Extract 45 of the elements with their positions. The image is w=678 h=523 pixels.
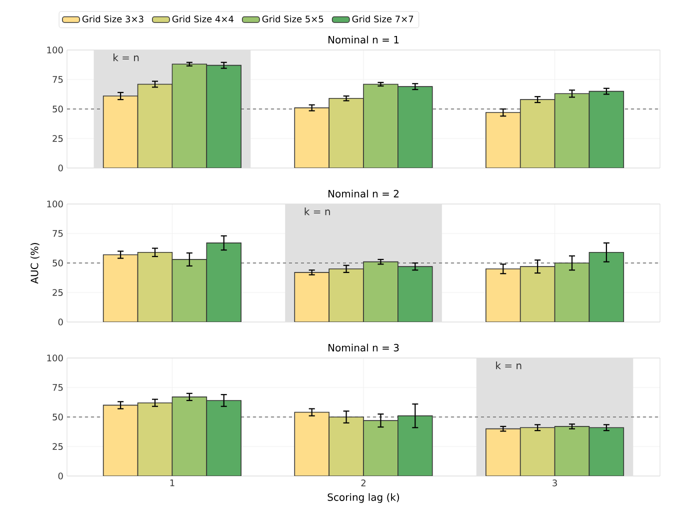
bar bbox=[328, 98, 364, 168]
bar bbox=[328, 416, 364, 476]
bar bbox=[206, 242, 242, 322]
bar bbox=[398, 266, 433, 322]
y-tick-label: 25 bbox=[52, 289, 63, 296]
bar bbox=[588, 90, 624, 168]
y-tick-label: 100 bbox=[47, 200, 63, 208]
bar bbox=[328, 268, 364, 322]
x-tick-label: 2 bbox=[361, 480, 366, 486]
bar bbox=[137, 84, 173, 168]
bar bbox=[588, 252, 624, 322]
bar bbox=[520, 266, 556, 322]
y-tick-label: 75 bbox=[52, 384, 63, 391]
y-tick-label: 0 bbox=[58, 318, 63, 326]
chart-title: Nominal n = 1 bbox=[328, 36, 399, 44]
chart-title: Nominal n = 3 bbox=[328, 344, 399, 352]
y-tick-label: 0 bbox=[58, 472, 63, 480]
bar bbox=[137, 402, 173, 476]
bar bbox=[206, 64, 242, 168]
legend-label: Grid Size 4×4 bbox=[172, 15, 234, 22]
band-label: k = n bbox=[496, 362, 522, 370]
x-tick-label: 3 bbox=[552, 480, 557, 486]
x-axis-title: Scoring lag (k) bbox=[328, 493, 400, 503]
y-tick-label: 100 bbox=[47, 354, 63, 362]
bar bbox=[398, 86, 433, 168]
band-label: k = n bbox=[304, 208, 330, 216]
y-axis-title: AUC (%) bbox=[30, 243, 40, 284]
legend-label: Grid Size 7×7 bbox=[352, 15, 414, 22]
y-tick-label: 25 bbox=[52, 135, 63, 142]
y-tick-label: 75 bbox=[52, 230, 63, 237]
x-tick-label: 1 bbox=[170, 480, 174, 486]
bar bbox=[520, 427, 556, 476]
y-tick-label: 50 bbox=[52, 106, 63, 112]
y-tick-label: 0 bbox=[58, 164, 63, 172]
legend-label: Grid Size 5×5 bbox=[262, 15, 324, 22]
y-tick-label: 25 bbox=[52, 443, 63, 450]
bar bbox=[520, 99, 556, 168]
y-tick-label: 50 bbox=[52, 260, 63, 266]
y-tick-label: 50 bbox=[52, 414, 63, 420]
bar bbox=[137, 252, 173, 322]
chart-title: Nominal n = 2 bbox=[328, 190, 398, 198]
band-label: k = n bbox=[114, 54, 139, 62]
legend-label: Grid Size 3×3 bbox=[82, 15, 144, 22]
y-tick-label: 100 bbox=[47, 46, 63, 54]
y-tick-label: 75 bbox=[52, 76, 63, 83]
